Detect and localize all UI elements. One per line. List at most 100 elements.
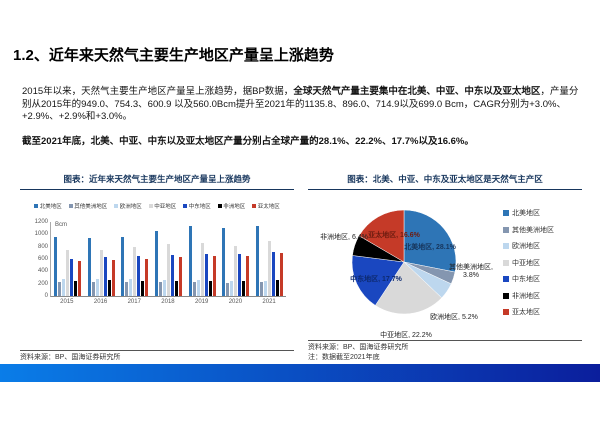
paragraph1-normal-tail: ，产量分别从2015年的949.0、754.3、600.9 以及560.0Bcm… [22,86,579,123]
legend-swatch [503,210,509,216]
bar-欧洲地区 [263,280,267,296]
pie-slice-label: 中东地区, 17.7% [350,275,402,283]
bar-中亚地区 [267,240,271,296]
bar-中东地区 [103,257,107,296]
pie-chart-source: 资料来源：BP、国海证券研究所 注：数据截至2021年底 [308,340,582,362]
legend-label: 北美地区 [512,210,540,217]
x-axis-tick-label: 2021 [262,299,276,305]
legend-item-中亚地区: 中亚地区 [148,202,177,210]
legend-label: 中亚地区 [154,204,177,210]
pie-chart-title: 图表：北美、中亚、中东及亚太地区是天然气主产区 [308,170,582,190]
bar-中东地区 [271,251,275,296]
pie-chart: 北美地区, 28.1% 其他美洲地区, 3.8% 欧洲地区, 5.2% 中亚地区… [308,190,582,340]
legend-label: 其他美洲地区 [74,204,108,210]
bar-非洲地区 [74,280,78,296]
pie-slice-亚太地区 [358,209,405,263]
pie-slice-北美地区 [403,209,457,273]
y-axis-tick-label: 0 [44,293,48,299]
y-axis-tick-label: 800 [37,243,48,250]
bar-group-2021 [255,222,283,296]
bar-中东地区 [238,253,242,296]
x-axis-tick-label: 2017 [127,299,141,305]
pie-slice-label: 其他美洲地区, 3.8% [449,263,493,279]
bar-其他美洲地区 [125,281,129,296]
legend-label: 其他美洲地区 [512,226,554,234]
bar-其他美洲地区 [259,282,263,296]
legend-swatch [217,204,222,208]
bar-其他美洲地区 [226,282,230,296]
bar-其他美洲地区 [58,281,62,296]
legend-swatch [114,204,119,208]
bar-中东地区 [137,256,141,296]
bar-欧洲地区 [230,280,234,296]
x-axis-tick-label: 2020 [228,299,243,305]
legend-item-北美地区: 北美地区 [503,208,554,218]
pie-slice-label: 中亚地区, 22.2% [380,331,432,339]
bar-中亚地区 [66,249,70,296]
bar-亚太地区 [212,255,216,296]
legend-item-欧洲地区: 欧洲地区 [503,241,554,251]
bar-非洲地区 [174,280,178,296]
paragraph1-bold-segment: 全球天然气产量主要集中在北美、中亚、中东以及亚太地区 [293,86,541,97]
bar-亚太地区 [279,252,283,296]
source-note: 注：数据截至2021年底 [308,353,380,361]
legend-label: 非洲地区 [512,292,540,300]
bar-中亚地区 [99,249,103,296]
y-axis-tick-label: 200 [37,280,48,287]
footer-accent-bar [0,364,600,382]
pie-slice-label: 亚太地区, 16.6% [368,231,420,239]
legend-label: 中东地区 [512,276,540,283]
legend-label: 北美地区 [39,204,62,210]
bar-group-2019 [188,222,216,296]
bar-亚太地区 [78,261,82,296]
bar-中亚地区 [166,244,170,296]
legend-label: 欧洲地区 [512,243,540,250]
legend-swatch [503,276,509,282]
charts-row: 图表：近年来天然气主要生产地区产量呈上涨趋势 北美地区 其他美洲地区 欧洲地区 中亚地… [20,170,582,362]
pie-slice-中东地区 [351,255,405,306]
legend-item-非洲地区: 非洲地区 [503,291,554,301]
page-title: 1.2、近年来天然气主要生产地区产量呈上涨趋势 [13,47,334,64]
x-axis-tick-label: 2018 [161,299,175,305]
y-axis-unit-label: Bcm [55,222,67,228]
bar-非洲地区 [107,280,111,296]
legend-label: 中亚地区 [512,259,540,267]
legend-swatch [183,204,188,208]
source-text: 资料来源：BP、国海证券研究所 [308,344,409,352]
body-paragraph-1: 2015年以来，天然气主要生产地区产量呈上涨趋势，据BP数据，全球天然气产量主要… [22,86,580,124]
bar-欧洲地区 [95,279,99,296]
bar-x-axis-labels: 2015 2016 2017 2018 2019 2020 2021 [50,299,286,305]
legend-swatch [148,204,153,208]
bar-group-2016 [87,222,115,296]
legend-swatch [503,226,509,233]
bar-北美地区 [54,237,58,296]
bar-中亚地区 [200,243,204,296]
bar-chart: Bcm 0 200 400 600 800 1000 1200 2015 2016 2017 20… [35,219,286,305]
legend-item-中东地区: 中东地区 [183,202,211,210]
bar-中东地区 [204,254,208,296]
legend-label: 欧洲地区 [119,204,142,210]
legend-item-亚太地区: 亚太地区 [503,307,554,317]
legend-item-其他美洲地区: 其他美洲地区 [503,225,554,235]
y-axis-tick-label: 400 [37,268,48,275]
bar-中东地区 [70,258,74,296]
legend-swatch [503,292,509,299]
bar-group-2018 [154,222,182,296]
bar-非洲地区 [141,281,145,296]
legend-item-中东地区: 中东地区 [503,274,554,284]
bar-北美地区 [255,225,259,296]
bar-非洲地区 [242,281,246,296]
bar-中亚地区 [133,246,137,296]
legend-swatch [503,259,509,266]
legend-label: 非洲地区 [223,204,246,210]
legend-item-北美地区: 北美地区 [34,202,62,210]
x-axis-tick-label: 2016 [93,299,108,305]
pie-svg [351,209,457,315]
legend-label: 亚太地区 [257,204,280,210]
bar-欧洲地区 [62,279,66,296]
legend-label: 亚太地区 [512,309,540,316]
legend-item-亚太地区: 亚太地区 [252,202,280,210]
bar-其他美洲地区 [192,282,196,296]
bar-欧洲地区 [162,279,166,296]
